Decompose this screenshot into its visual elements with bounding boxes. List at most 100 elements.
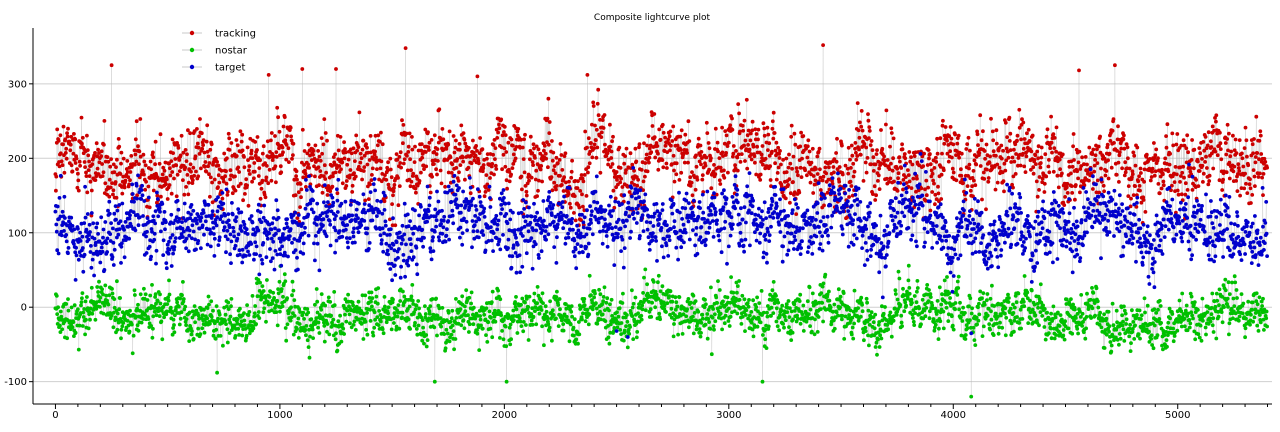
data-point [833, 327, 837, 331]
data-point [323, 340, 327, 344]
data-point [441, 306, 445, 310]
data-point [852, 175, 856, 179]
data-point [144, 163, 148, 167]
data-point [706, 337, 710, 341]
data-point [688, 175, 692, 179]
data-point [514, 295, 518, 299]
data-point [252, 315, 256, 319]
data-point [166, 197, 170, 201]
data-point [206, 306, 210, 310]
data-point [252, 161, 256, 165]
data-point [364, 142, 368, 146]
data-point [70, 163, 74, 167]
data-point [1087, 146, 1091, 150]
data-point [230, 141, 234, 145]
data-point [808, 150, 812, 154]
data-point [987, 322, 991, 326]
data-point [1031, 165, 1035, 169]
data-point [319, 159, 323, 163]
data-point [1047, 170, 1051, 174]
data-point [957, 156, 961, 160]
data-point [1248, 182, 1252, 186]
data-point [572, 211, 576, 215]
data-point [347, 158, 351, 162]
data-point [701, 173, 705, 177]
data-point [248, 172, 252, 176]
data-point [692, 332, 696, 336]
data-point [515, 308, 519, 312]
data-point [343, 147, 347, 151]
data-point [136, 303, 140, 307]
data-point [368, 158, 372, 162]
data-point [1129, 197, 1133, 201]
data-point [1034, 313, 1038, 317]
data-point [738, 298, 742, 302]
data-point [716, 279, 720, 283]
data-point [463, 309, 467, 313]
data-point [556, 303, 560, 307]
data-point [785, 310, 789, 314]
data-point [172, 318, 176, 322]
data-point [793, 302, 797, 306]
data-point [847, 313, 851, 317]
data-point [138, 150, 142, 154]
data-point [628, 325, 632, 329]
data-point [454, 297, 458, 301]
data-point [559, 142, 563, 146]
data-point [93, 151, 97, 155]
data-point [963, 311, 967, 315]
data-point [1173, 180, 1177, 184]
data-point [1017, 108, 1021, 112]
data-point [262, 144, 266, 148]
data-point [371, 334, 375, 338]
data-point [402, 295, 406, 299]
data-point [766, 148, 770, 152]
data-point [182, 297, 186, 301]
data-point [1249, 201, 1253, 205]
data-point [261, 310, 265, 314]
data-point [410, 180, 414, 184]
data-point [352, 171, 356, 175]
data-point [661, 165, 665, 169]
data-point [747, 305, 751, 309]
data-point [100, 149, 104, 153]
data-point [295, 178, 299, 182]
data-point [1094, 153, 1098, 157]
data-point [457, 170, 461, 174]
data-point [88, 174, 92, 178]
data-point [292, 142, 296, 146]
data-point [528, 295, 532, 299]
data-point [1075, 169, 1079, 173]
data-point [125, 159, 129, 163]
data-point [1041, 177, 1045, 181]
data-point [1047, 158, 1051, 162]
data-point [383, 305, 387, 309]
data-point [242, 155, 246, 159]
data-point [761, 380, 765, 384]
data-point [1118, 150, 1122, 154]
data-point [1186, 188, 1190, 192]
data-point [718, 182, 722, 186]
data-point [733, 163, 737, 167]
data-point [982, 177, 986, 181]
data-point [764, 157, 768, 161]
data-point [896, 189, 900, 193]
data-point [350, 151, 354, 155]
data-point [765, 346, 769, 350]
data-point [1253, 184, 1257, 188]
data-point [116, 328, 120, 332]
data-point [448, 340, 452, 344]
data-point [976, 132, 980, 136]
data-point [1252, 137, 1256, 141]
data-point [995, 128, 999, 132]
data-point [610, 298, 614, 302]
data-point [552, 313, 556, 317]
data-point [1254, 155, 1258, 159]
data-point [573, 194, 577, 198]
data-point [583, 173, 587, 177]
data-point [756, 325, 760, 329]
data-point [803, 168, 807, 172]
data-point [1226, 123, 1230, 127]
data-point [698, 327, 702, 331]
data-point [835, 160, 839, 164]
